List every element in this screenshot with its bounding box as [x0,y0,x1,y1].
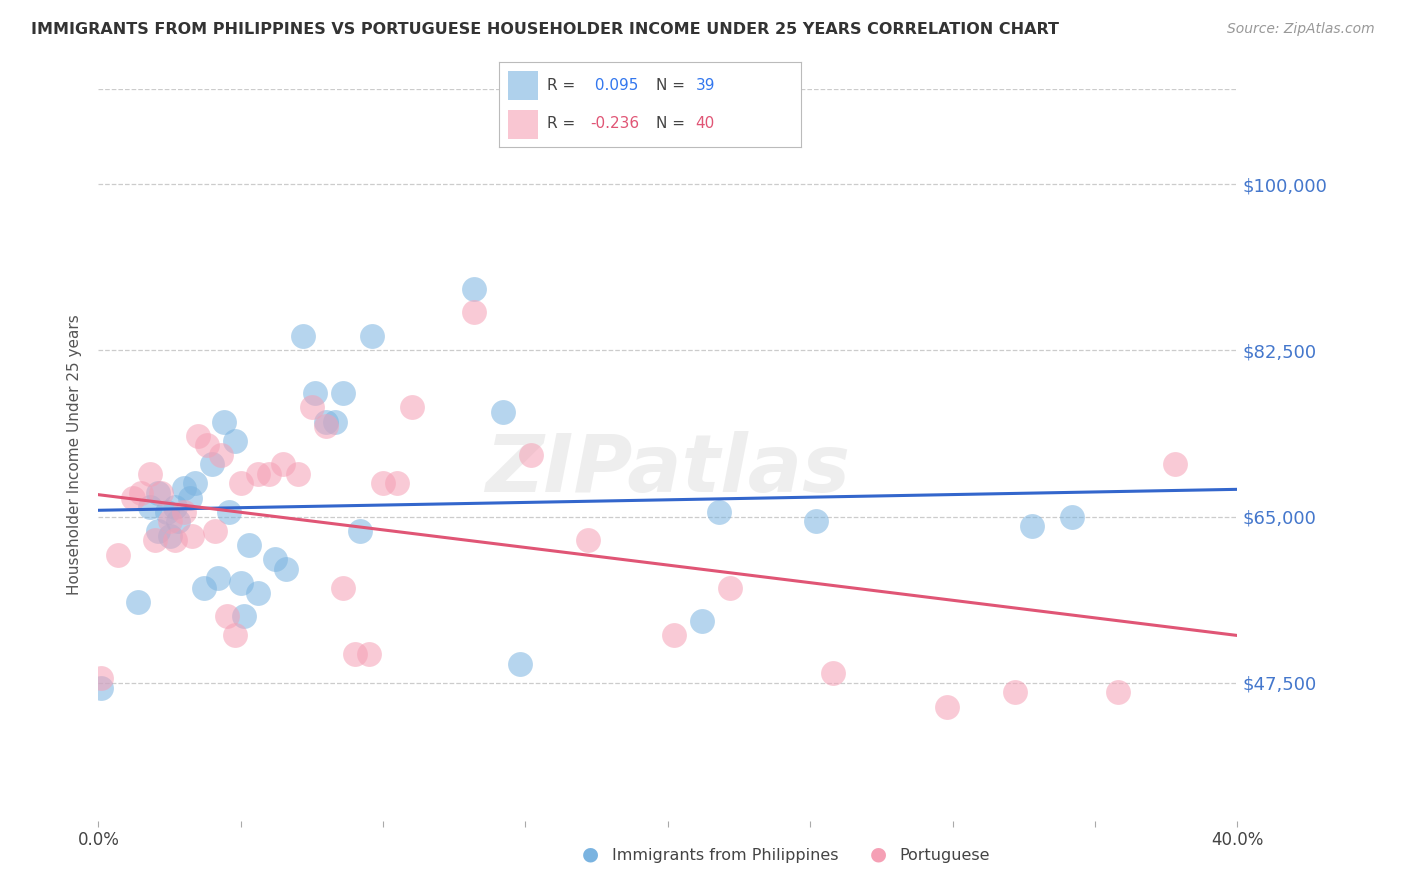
Point [107,548,129,562]
Point [246,467,269,481]
Point [181,529,204,543]
FancyBboxPatch shape [508,110,538,139]
Point [323,415,346,429]
Point [150,486,173,500]
Point [246,585,269,599]
Point [349,524,371,538]
Point [304,386,326,401]
Point [463,305,485,319]
Point [138,500,160,515]
Point [224,628,246,642]
Point [1021,519,1043,533]
Point [173,481,195,495]
Point [159,529,181,543]
Point [195,438,218,452]
Point [229,576,252,591]
Point [179,491,201,505]
Text: -0.236: -0.236 [591,116,638,131]
Point [207,571,229,585]
Point [138,467,160,481]
Text: 40: 40 [696,116,714,131]
Point [224,434,246,448]
Point [145,533,167,548]
Text: 39: 39 [696,78,716,93]
Point [121,491,143,505]
Point [229,476,252,491]
Point [187,429,209,443]
Point [173,505,195,519]
Point [148,524,170,538]
Point [821,666,844,681]
Point [357,648,380,662]
Y-axis label: Householder Income Under 25 years: Householder Income Under 25 years [67,315,83,595]
Point [127,595,149,609]
Point [707,505,730,519]
Text: ●: ● [870,845,887,863]
Point [301,401,323,415]
Text: 0.095: 0.095 [591,78,638,93]
Point [167,515,190,529]
Text: Portuguese: Portuguese [900,848,990,863]
Point [1004,685,1026,699]
Point [204,524,226,538]
Point [662,628,685,642]
Point [315,415,337,429]
Point [509,657,531,671]
Point [343,648,366,662]
Point [90,681,112,695]
Point [463,282,485,296]
Text: N =: N = [657,78,685,93]
Point [935,699,957,714]
Point [1062,509,1084,524]
Point [184,476,207,491]
Point [360,329,382,343]
Point [401,401,423,415]
Point [690,614,713,628]
Text: Immigrants from Philippines: Immigrants from Philippines [612,848,838,863]
Text: IMMIGRANTS FROM PHILIPPINES VS PORTUGUESE HOUSEHOLDER INCOME UNDER 25 YEARS CORR: IMMIGRANTS FROM PHILIPPINES VS PORTUGUES… [31,22,1059,37]
Point [332,581,354,595]
Point [156,505,179,519]
Point [315,419,337,434]
Point [492,405,515,419]
Point [804,515,827,529]
Point [90,671,112,685]
Point [238,538,260,552]
Point [287,467,309,481]
Text: R =: R = [547,78,575,93]
Point [387,476,409,491]
Point [193,581,215,595]
Point [218,505,240,519]
Point [273,458,295,472]
Text: ●: ● [582,845,599,863]
Point [215,609,238,624]
Point [520,448,543,462]
Point [292,329,315,343]
Text: R =: R = [547,116,575,131]
Point [159,515,181,529]
Text: ZIPatlas: ZIPatlas [485,431,851,508]
Point [165,500,187,515]
Point [1163,458,1185,472]
Point [276,562,298,576]
Point [720,581,742,595]
Point [201,458,224,472]
Point [148,486,170,500]
Point [259,467,281,481]
Point [165,533,187,548]
Point [209,448,232,462]
Point [129,486,152,500]
Text: Source: ZipAtlas.com: Source: ZipAtlas.com [1227,22,1375,37]
FancyBboxPatch shape [508,71,538,100]
Point [332,386,354,401]
Text: N =: N = [657,116,685,131]
Point [1107,685,1129,699]
Point [264,552,287,566]
Point [576,533,599,548]
Point [232,609,254,624]
Point [373,476,395,491]
Point [212,415,235,429]
